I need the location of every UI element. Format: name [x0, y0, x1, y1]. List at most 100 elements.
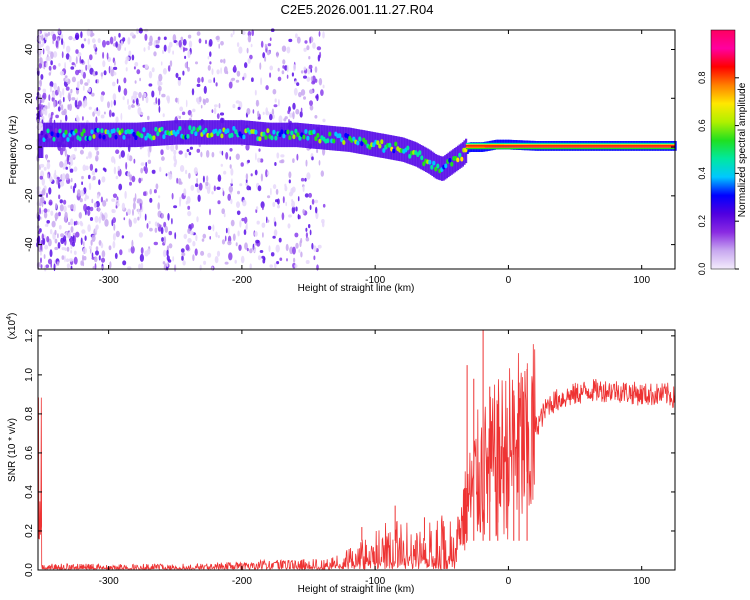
- noise-speck: [74, 63, 77, 68]
- noise-speck: [65, 173, 70, 181]
- noise-speck: [95, 246, 99, 251]
- ridge-cell: [220, 133, 224, 139]
- snr-panel: -300 -200 -100 0 100 0.0 0.2 0.4 0.6 0.8 1.0 1.2 H…: [6, 313, 676, 595]
- ridge-halo: [87, 122, 90, 148]
- noise-speck: [279, 257, 283, 261]
- ridge-halo: [229, 120, 233, 145]
- noise-speck: [67, 104, 70, 110]
- ridge-halo: [65, 122, 68, 148]
- noise-speck: [318, 160, 321, 166]
- noise-speck: [59, 161, 64, 168]
- noise-speck: [285, 243, 289, 252]
- steady-tone-band: [465, 144, 675, 146]
- ridge-halo: [393, 135, 396, 161]
- noise-speck: [149, 227, 153, 232]
- noise-speck: [171, 192, 174, 200]
- noise-speck: [310, 76, 313, 82]
- noise-speck: [168, 230, 173, 236]
- ridge-cell: [338, 133, 342, 139]
- noise-speck: [155, 44, 160, 49]
- noise-speck: [63, 215, 68, 223]
- noise-speck: [65, 53, 70, 60]
- noise-speck: [93, 43, 97, 50]
- noise-speck: [79, 78, 84, 85]
- noise-speck: [47, 258, 53, 265]
- noise-speck: [297, 213, 300, 220]
- noise-speck: [98, 216, 102, 224]
- noise-speck: [123, 88, 128, 96]
- noise-speck: [80, 69, 84, 76]
- noise-speck: [86, 156, 89, 160]
- x-tick-label: 0: [506, 576, 512, 587]
- noise-speck: [220, 67, 222, 75]
- ridge-halo: [343, 127, 346, 152]
- noise-speck: [80, 260, 83, 266]
- noise-speck: [113, 99, 117, 106]
- ridge-halo: [242, 120, 245, 145]
- ridge-cell: [272, 129, 276, 135]
- noise-speck: [300, 251, 303, 258]
- noise-speck: [118, 32, 121, 38]
- noise-speck: [190, 223, 194, 229]
- noise-speck: [217, 235, 220, 239]
- noise-speck: [166, 95, 171, 102]
- ridge-cell: [394, 141, 398, 147]
- ridge-halo: [130, 122, 133, 148]
- noise-speck: [102, 60, 106, 68]
- ridge-halo: [447, 152, 450, 178]
- noise-speck: [63, 205, 67, 213]
- noise-speck: [229, 148, 233, 152]
- noise-speck: [236, 42, 240, 47]
- noise-speck: [80, 43, 85, 49]
- noise-speck: [158, 87, 161, 96]
- noise-speck: [82, 164, 87, 172]
- snr-plot-area: [38, 330, 675, 570]
- ridge-cell: [380, 139, 384, 145]
- ridge-halo: [95, 122, 98, 148]
- noise-speck: [162, 261, 166, 265]
- ridge-cell: [358, 136, 362, 142]
- noise-speck: [304, 40, 308, 44]
- y-tick-label: 0: [24, 144, 35, 150]
- noise-speck: [125, 56, 130, 62]
- noise-speck: [195, 183, 199, 188]
- ridge-halo: [52, 122, 55, 148]
- noise-speck: [211, 191, 214, 195]
- noise-speck: [133, 158, 136, 164]
- noise-speck: [177, 76, 181, 81]
- noise-speck: [162, 49, 165, 55]
- noise-speck: [317, 54, 321, 62]
- noise-speck: [245, 173, 249, 181]
- noise-speck: [98, 179, 101, 186]
- noise-speck: [47, 174, 50, 179]
- noise-speck: [185, 99, 188, 108]
- noise-speck: [40, 196, 45, 203]
- noise-speck: [74, 182, 77, 189]
- noise-speck: [38, 103, 42, 109]
- noise-speck: [230, 219, 235, 227]
- noise-speck: [220, 163, 223, 167]
- noise-speck: [276, 51, 279, 58]
- x-tick-label: 0: [506, 275, 512, 286]
- noise-speck: [265, 85, 269, 91]
- noise-speck: [178, 150, 183, 155]
- noise-speck: [267, 43, 272, 47]
- ridge-halo: [185, 120, 188, 145]
- noise-speck: [132, 201, 136, 210]
- noise-speck: [91, 198, 94, 204]
- ridge-halo: [199, 120, 202, 145]
- noise-speck: [295, 108, 300, 115]
- noise-speck: [66, 154, 69, 162]
- noise-speck: [117, 43, 122, 51]
- ridge-cell: [388, 142, 392, 148]
- noise-speck: [155, 183, 159, 190]
- noise-speck: [187, 238, 192, 243]
- noise-speck: [197, 194, 201, 202]
- noise-speck: [93, 202, 97, 208]
- ridge-cell: [58, 128, 62, 134]
- noise-speck: [314, 78, 318, 83]
- noise-speck: [113, 66, 118, 70]
- noise-speck: [144, 250, 149, 257]
- noise-speck: [219, 150, 223, 154]
- noise-speck: [274, 98, 277, 103]
